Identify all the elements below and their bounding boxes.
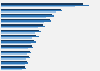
Bar [1, 64, 25, 65]
Bar [1, 19, 50, 20]
Bar [1, 36, 39, 37]
Bar [1, 3, 83, 5]
Bar [1, 9, 61, 10]
Bar [1, 52, 31, 53]
Bar [1, 45, 32, 47]
Bar [1, 11, 56, 13]
Bar [1, 47, 33, 48]
Bar [1, 41, 36, 43]
Bar [1, 5, 89, 6]
Bar [1, 61, 27, 62]
Bar [1, 53, 27, 55]
Bar [1, 6, 75, 7]
Bar [1, 14, 52, 15]
Bar [1, 43, 31, 44]
Bar [1, 56, 28, 57]
Bar [1, 51, 30, 52]
Bar [1, 68, 26, 69]
Bar [1, 26, 45, 27]
Bar [1, 31, 41, 32]
Bar [1, 62, 28, 64]
Bar [1, 27, 38, 28]
Bar [1, 37, 32, 39]
Bar [1, 57, 30, 58]
Bar [1, 66, 25, 68]
Bar [1, 17, 46, 18]
Bar [1, 32, 35, 34]
Bar [1, 22, 44, 23]
Bar [1, 40, 34, 41]
Bar [1, 20, 51, 22]
Bar [1, 69, 22, 70]
Bar [1, 48, 28, 49]
Bar [1, 24, 43, 26]
Bar [1, 58, 26, 60]
Bar [1, 10, 62, 11]
Bar [1, 30, 39, 31]
Bar [1, 35, 36, 36]
Bar [1, 15, 54, 17]
